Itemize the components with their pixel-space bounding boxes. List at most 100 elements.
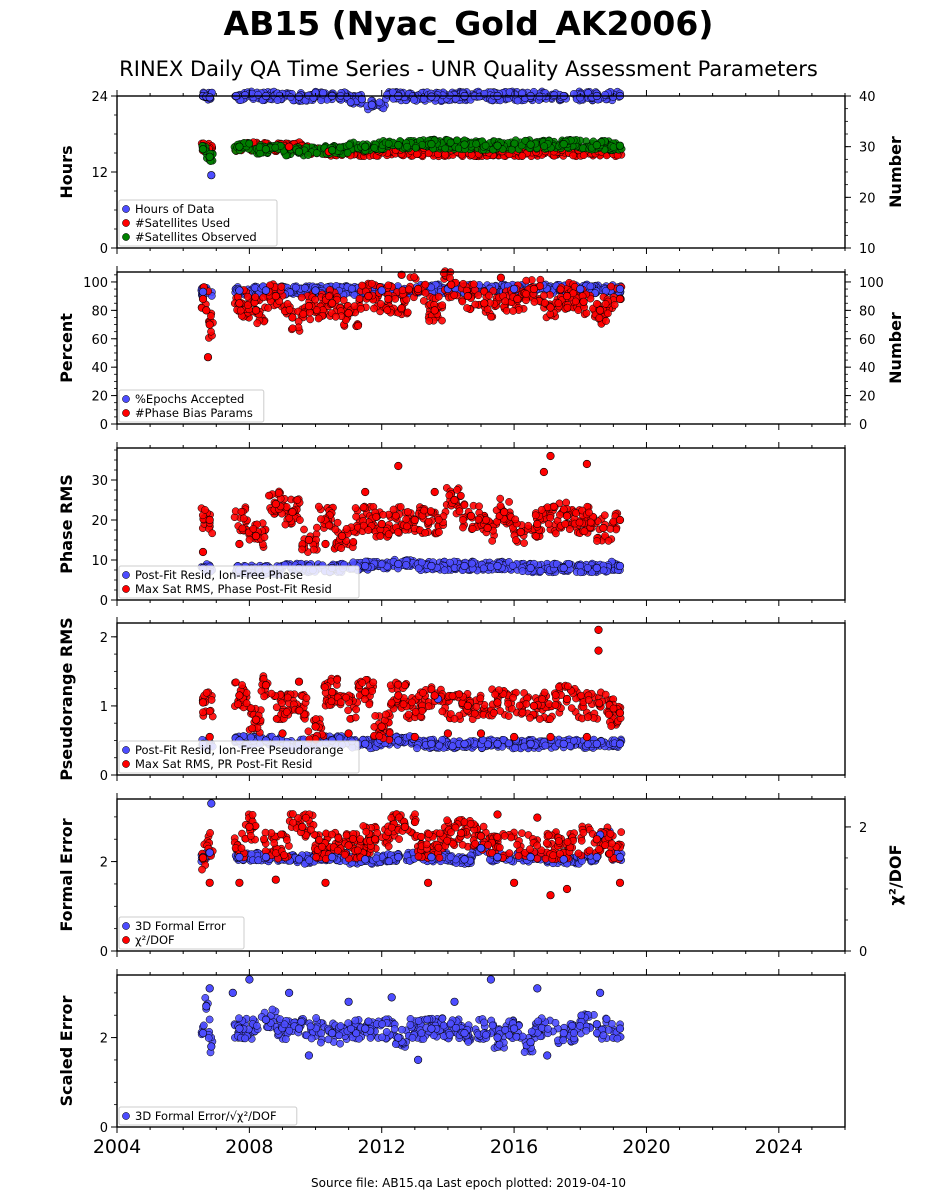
data-point xyxy=(526,739,535,749)
data-point xyxy=(615,141,625,150)
y-right-tick-label: 20 xyxy=(859,390,876,405)
data-point xyxy=(546,303,555,312)
data-point xyxy=(601,690,610,699)
data-point xyxy=(426,507,435,515)
data-point xyxy=(236,306,245,315)
data-point xyxy=(403,308,412,317)
data-point xyxy=(604,309,612,318)
data-point xyxy=(384,281,393,290)
data-point xyxy=(293,496,302,504)
data-point xyxy=(467,511,476,521)
data-point xyxy=(439,269,448,277)
data-point xyxy=(377,519,386,529)
data-point xyxy=(352,512,360,521)
data-point xyxy=(376,300,385,308)
data-point xyxy=(199,708,207,717)
data-point xyxy=(457,491,465,500)
data-point xyxy=(455,690,463,699)
data-point xyxy=(610,301,619,309)
data-point xyxy=(394,559,403,569)
data-point xyxy=(288,313,297,322)
data-point xyxy=(392,511,400,520)
data-point xyxy=(539,467,549,477)
data-point xyxy=(205,515,214,525)
data-point xyxy=(361,487,370,497)
legend-marker xyxy=(122,233,130,241)
y-right-tick-label: 10 xyxy=(859,242,876,257)
data-point xyxy=(400,681,409,690)
y-tick-label: 10 xyxy=(91,554,108,569)
y-tick-label: 0 xyxy=(100,594,108,609)
data-point xyxy=(202,306,211,315)
data-point xyxy=(198,294,208,304)
data-point xyxy=(261,286,271,295)
y-right-axis-label: Number xyxy=(886,312,905,384)
data-point xyxy=(604,537,613,545)
data-point xyxy=(537,506,546,514)
data-point xyxy=(243,301,252,309)
data-point xyxy=(615,294,625,304)
data-point xyxy=(592,739,601,749)
data-point xyxy=(418,706,426,715)
data-point xyxy=(251,531,261,541)
data-point xyxy=(312,149,321,157)
data-point xyxy=(402,515,410,524)
data-point xyxy=(285,142,294,151)
data-point xyxy=(306,315,315,324)
data-point xyxy=(405,285,413,294)
data-point xyxy=(369,678,378,687)
data-point xyxy=(485,291,493,300)
y-tick-label: 40 xyxy=(91,361,108,376)
data-point xyxy=(615,515,625,525)
data-point xyxy=(425,317,434,325)
data-point xyxy=(463,304,471,312)
data-point xyxy=(600,511,609,520)
data-point xyxy=(585,508,593,517)
series-0 xyxy=(198,91,625,180)
data-point xyxy=(333,518,342,527)
data-point xyxy=(413,744,421,753)
data-point xyxy=(311,295,320,304)
data-point xyxy=(501,297,510,306)
y-tick-label: 60 xyxy=(91,333,108,348)
legend: Hours of Data#Satellites Used#Satellites… xyxy=(118,199,278,247)
data-point xyxy=(376,532,385,540)
data-point xyxy=(321,683,329,692)
data-point xyxy=(518,152,527,160)
data-point xyxy=(403,522,411,531)
panel-percent: 020406080100Percent020406080100Number%Ep… xyxy=(57,266,905,433)
data-point xyxy=(402,561,410,569)
data-point xyxy=(349,537,358,546)
data-point xyxy=(345,141,354,149)
legend-marker xyxy=(122,219,130,227)
data-point xyxy=(592,141,601,150)
chart-title: AB15 (Nyac_Gold_AK2006) xyxy=(223,4,714,43)
y-right-tick-label: 80 xyxy=(859,304,876,319)
data-point xyxy=(531,511,540,520)
data-point xyxy=(403,142,411,151)
data-point xyxy=(368,687,377,695)
data-point xyxy=(372,513,381,521)
data-point xyxy=(361,142,370,151)
data-point xyxy=(327,697,336,706)
data-point xyxy=(205,93,214,102)
data-point xyxy=(440,566,449,575)
data-point xyxy=(272,703,281,712)
data-point xyxy=(546,715,554,724)
data-point xyxy=(599,566,608,575)
y-tick-label: 0 xyxy=(100,242,108,257)
data-point xyxy=(540,291,548,300)
data-point xyxy=(460,501,469,509)
data-point xyxy=(601,90,609,99)
data-point xyxy=(595,314,604,322)
data-point xyxy=(453,136,461,145)
data-point xyxy=(410,273,419,281)
data-point xyxy=(529,284,539,294)
data-point xyxy=(309,545,318,554)
data-point xyxy=(530,298,539,306)
y-right-axis-label: Number xyxy=(886,136,905,208)
data-point xyxy=(294,147,304,156)
data-point xyxy=(249,524,258,533)
data-point xyxy=(370,304,378,313)
